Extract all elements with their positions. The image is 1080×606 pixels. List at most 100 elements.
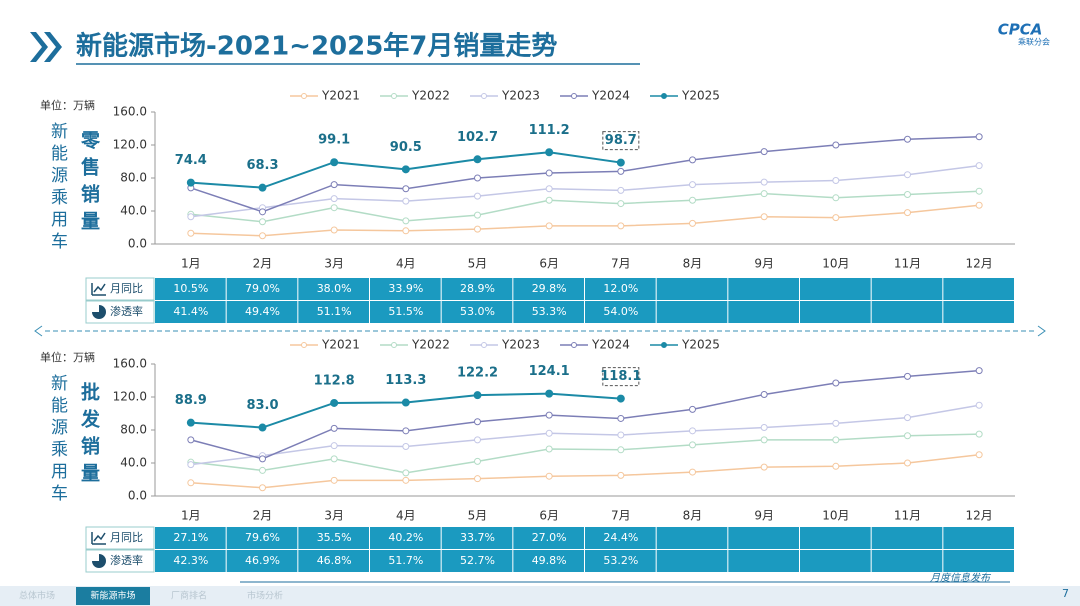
cell-value: 28.9%: [460, 282, 495, 295]
point: [975, 451, 983, 459]
data-label: 102.7: [457, 130, 498, 145]
point: [760, 463, 768, 471]
point: [832, 194, 840, 202]
table-cell: [800, 278, 871, 300]
legend-label: Y2022: [411, 338, 450, 352]
x-tick-label: 7月: [611, 509, 631, 523]
point: [330, 424, 338, 432]
legend-label: Y2024: [591, 338, 630, 352]
y-tick-label: 0.0: [128, 237, 147, 251]
table-cell: [943, 550, 1014, 572]
logo-sub: 乘联分会: [1018, 37, 1050, 47]
footer-tab: [152, 587, 226, 605]
cell-value: 46.8%: [317, 554, 352, 567]
point: [689, 405, 696, 413]
y-tick-label: 40.0: [120, 204, 147, 218]
point: [904, 171, 911, 179]
point: [402, 443, 410, 450]
point: [402, 476, 410, 484]
data-label: 112.8: [314, 373, 355, 388]
point: [904, 209, 911, 217]
logo: CPCA: [998, 21, 1043, 39]
point: [904, 191, 911, 198]
point: [330, 455, 338, 463]
point: [617, 200, 625, 208]
table-cell: [656, 527, 728, 549]
point: [187, 479, 195, 487]
y-tick-label: 40.0: [120, 456, 147, 470]
cell-value: 79.0%: [245, 282, 280, 295]
cell-value: 40.2%: [388, 531, 423, 544]
icon-trend: [91, 283, 106, 296]
x-tick-label: 2月: [253, 257, 273, 271]
x-tick-label: 6月: [539, 257, 559, 271]
table-cell: [370, 301, 441, 323]
chart-title: 批发销量: [78, 382, 100, 490]
point: [259, 455, 266, 463]
point: [402, 469, 410, 477]
table-cell: [226, 301, 298, 323]
point: [689, 181, 696, 189]
table-cell: [585, 527, 656, 549]
x-tick-label: 1月: [181, 509, 201, 523]
label-box: [602, 131, 640, 151]
footer-tab-label: 厂商排名: [171, 590, 207, 602]
point: [330, 181, 338, 189]
point: [689, 196, 696, 204]
cell-value: 35.5%: [317, 531, 352, 544]
point: [760, 424, 768, 432]
point: [617, 414, 625, 422]
point: [258, 423, 267, 432]
series-line: [190, 369, 980, 460]
chart-title: 零售销量: [78, 130, 100, 238]
cell-value: 53.2%: [603, 554, 638, 567]
label-box: [602, 367, 640, 387]
legend-marker: [301, 93, 307, 99]
series-line: [190, 454, 980, 489]
y-tick-label: 120.0: [113, 138, 147, 152]
row-label: 月同比: [110, 531, 143, 544]
table-cell: [728, 278, 799, 300]
series-line: [190, 433, 980, 474]
point: [689, 219, 696, 227]
point: [975, 201, 983, 209]
point: [904, 135, 911, 143]
point: [689, 427, 696, 435]
cell-value: 33.9%: [388, 282, 423, 295]
data-label: 113.3: [385, 373, 426, 388]
x-tick-label: 12月: [966, 257, 993, 271]
legend-marker: [481, 342, 487, 348]
point: [975, 430, 983, 438]
cell-value: 33.7%: [460, 531, 495, 544]
point: [259, 232, 266, 240]
x-tick-label: 12月: [966, 509, 993, 523]
table-cell: [226, 527, 298, 549]
x-tick-label: 10月: [822, 509, 849, 523]
series-line: [190, 190, 980, 223]
table-cell: [370, 278, 441, 300]
point: [832, 141, 840, 149]
title-chevron: [30, 32, 62, 62]
point: [330, 195, 338, 203]
table-cell: [656, 278, 728, 300]
point: [832, 176, 840, 184]
table-cell: [298, 278, 369, 300]
point: [402, 227, 410, 235]
table-cell: [943, 301, 1014, 323]
table-cell: [871, 278, 943, 300]
legend-marker: [571, 93, 577, 99]
table-cell: [656, 301, 728, 323]
cell-value: 53.3%: [532, 305, 567, 318]
point: [760, 190, 768, 198]
data-label: 68.3: [246, 158, 278, 173]
table-cell: [226, 550, 298, 572]
cell-value: 24.4%: [603, 531, 638, 544]
cell-value: 27.0%: [532, 531, 567, 544]
table-cell: [728, 550, 799, 572]
point: [760, 213, 768, 221]
cell-value: 29.8%: [532, 282, 567, 295]
x-tick-label: 6月: [539, 509, 559, 523]
unit-label: 单位：万辆: [40, 98, 95, 112]
point: [330, 476, 338, 484]
point: [617, 446, 625, 454]
